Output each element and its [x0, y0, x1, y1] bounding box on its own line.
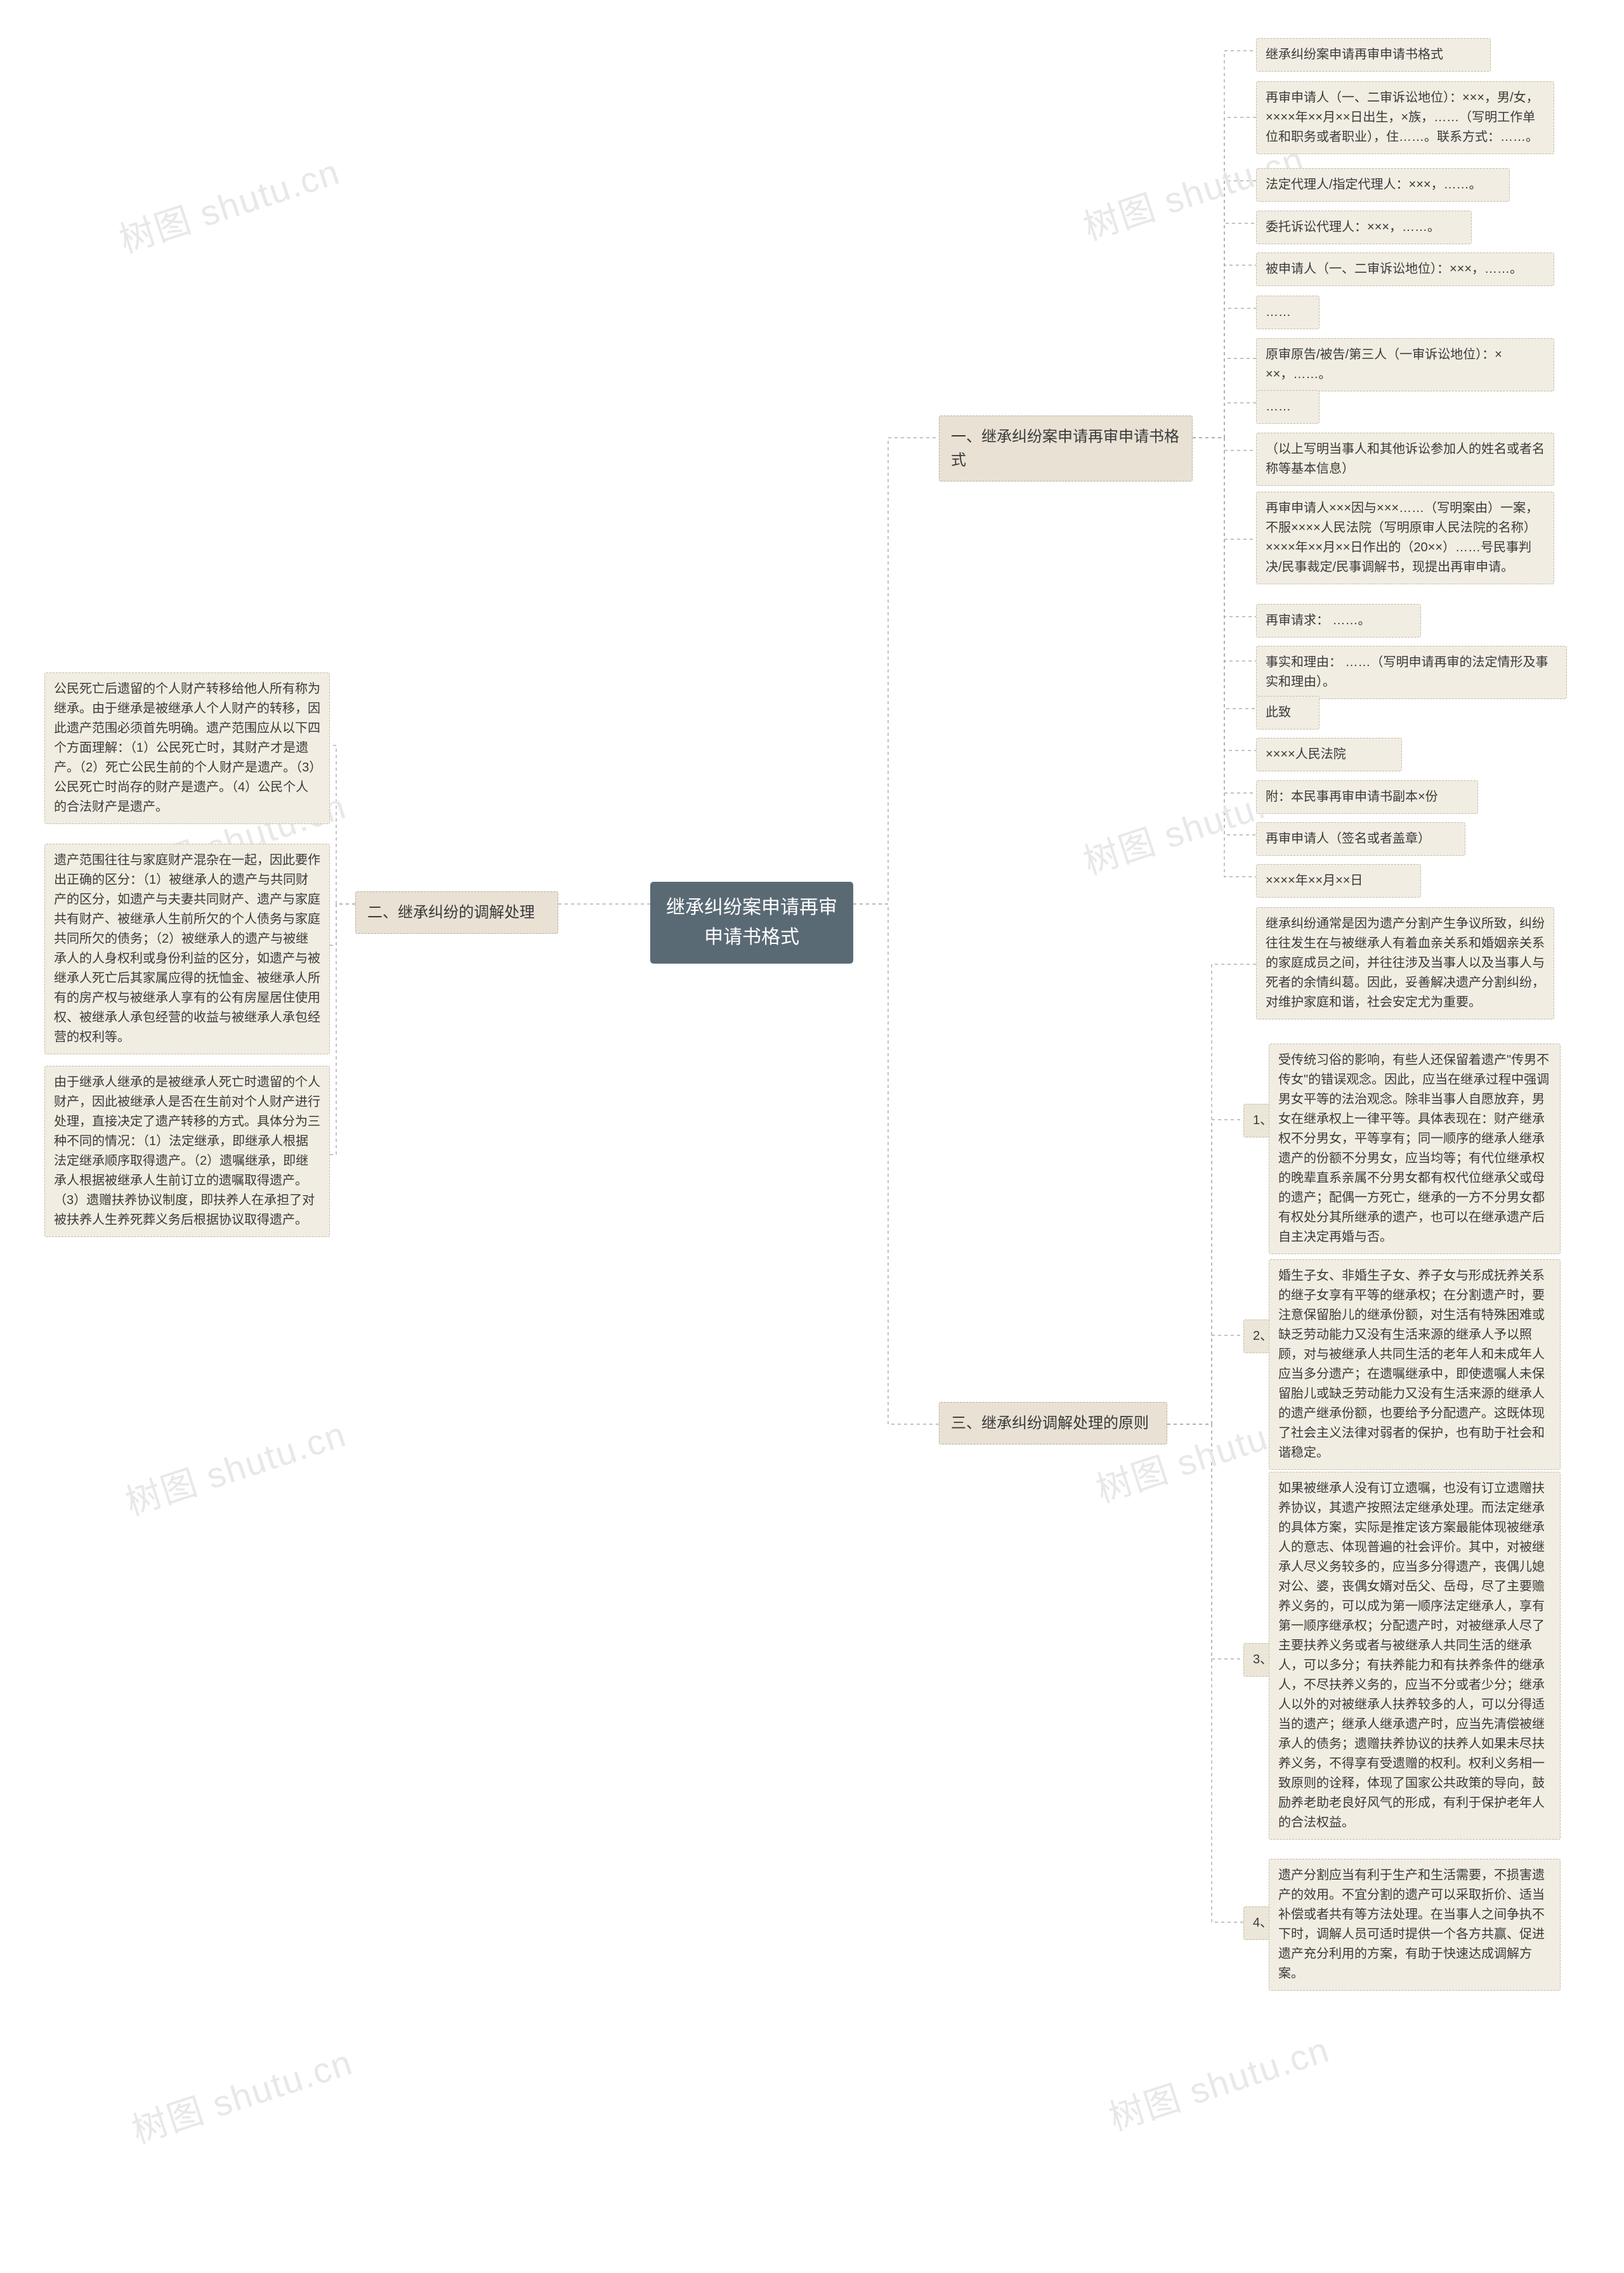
leaf-node: （以上写明当事人和其他诉讼参加人的姓名或者名称等基本信息）	[1256, 433, 1554, 486]
leaf-node: 公民死亡后遗留的个人财产转移给他人所有称为继承。由于继承是被继承人个人财产的转移…	[44, 672, 330, 824]
leaf-node: 再审申请人×××因与×××……（写明案由）一案，不服××××人民法院（写明原审人…	[1256, 492, 1554, 584]
leaf-node: ……	[1256, 296, 1320, 329]
leaf-node: 事实和理由： ……（写明申请再审的法定情形及事实和理由）。	[1256, 646, 1567, 699]
leaf-node: 遗产范围往往与家庭财产混杂在一起，因此要作出正确的区分：（1）被继承人的遗产与共…	[44, 844, 330, 1054]
leaf-node: 法定代理人/指定代理人：×××，……。	[1256, 168, 1510, 202]
item-detail: 受传统习俗的影响，有些人还保留着遗产"传男不传女"的错误观念。因此，应当在继承过…	[1269, 1044, 1561, 1254]
leaf-node: 附：本民事再审申请书副本×份	[1256, 780, 1478, 814]
watermark-text: 树图 shutu.cn	[112, 143, 346, 263]
leaf-node: 由于继承人继承的是被继承人死亡时遗留的个人财产，因此被继承人是否在生前对个人财产…	[44, 1066, 330, 1237]
section-node: 三、继承纠纷调解处理的原则	[939, 1402, 1167, 1444]
watermark-text: 树图 shutu.cn	[1101, 2021, 1335, 2141]
leaf-node: 再审申请人（签名或者盖章）	[1256, 822, 1465, 856]
leaf-node: 原审原告/被告/第三人（一审诉讼地位）：× ××，……。	[1256, 338, 1554, 391]
mindmap-diagram: 树图 shutu.cn 树图 shutu.cn 树图 shutu.cn 树图 shut…	[0, 0, 1624, 2273]
leaf-node: ××××年××月××日	[1256, 864, 1421, 898]
item-detail: 如果被继承人没有订立遗嘱，也没有订立遗赠扶养协议，其遗产按照法定继承处理。而法定…	[1269, 1472, 1561, 1840]
section-node: 二、继承纠纷的调解处理	[355, 891, 558, 934]
leaf-node: 被申请人（一、二审诉讼地位）：×××，……。	[1256, 252, 1554, 286]
leaf-node: 此致	[1256, 696, 1320, 730]
section-intro: 继承纠纷通常是因为遗产分割产生争议所致，纠纷往往发生在与被继承人有着血亲关系和婚…	[1256, 907, 1554, 1019]
watermark-text: 树图 shutu.cn	[124, 2034, 358, 2154]
watermark-text: 树图 shutu.cn	[118, 1406, 352, 1526]
leaf-node: 继承纠纷案申请再审申请书格式	[1256, 38, 1491, 72]
root-node: 继承纠纷案申请再审申请书格式	[650, 882, 853, 964]
leaf-node: 再审申请人（一、二审诉讼地位）：×××，男/女，××××年××月××日出生，×族…	[1256, 81, 1554, 154]
leaf-node: 再审请求： ……。	[1256, 604, 1421, 638]
section-node: 一、继承纠纷案申请再审申请书格式	[939, 416, 1193, 481]
leaf-node: ……	[1256, 390, 1320, 424]
item-detail: 婚生子女、非婚生子女、养子女与形成抚养关系的继子女享有平等的继承权；在分割遗产时…	[1269, 1259, 1561, 1470]
item-detail: 遗产分割应当有利于生产和生活需要，不损害遗产的效用。不宜分割的遗产可以采取折价、…	[1269, 1859, 1561, 1991]
leaf-node: 委托诉讼代理人：×××，……。	[1256, 211, 1472, 244]
leaf-node: ××××人民法院	[1256, 738, 1402, 771]
